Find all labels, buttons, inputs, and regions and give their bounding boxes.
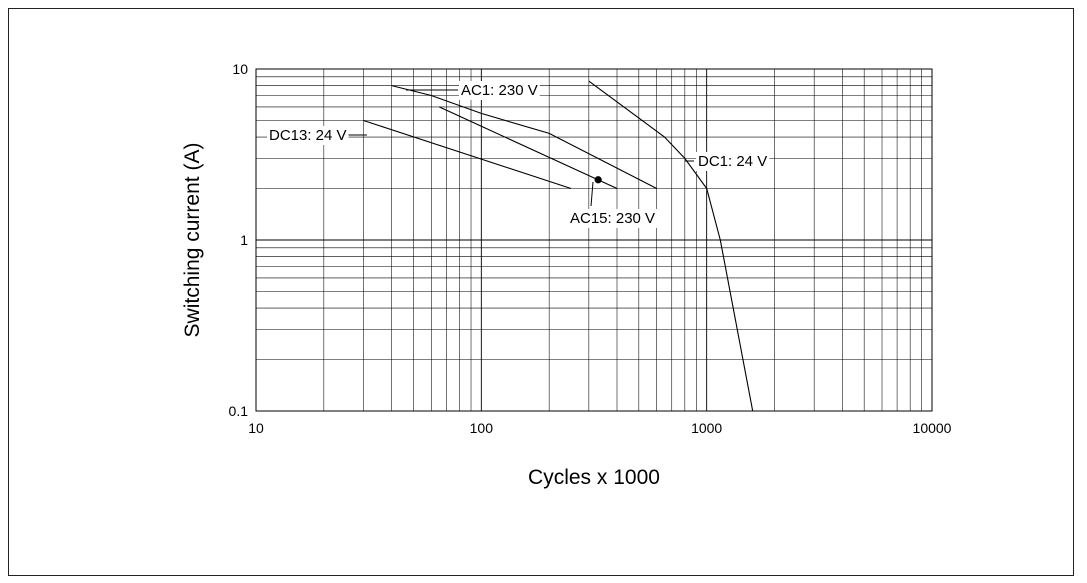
grid — [256, 69, 932, 411]
y-tick-label: 1 — [240, 232, 248, 248]
x-tick-label: 1000 — [691, 420, 722, 436]
x-tick-label: 100 — [470, 420, 494, 436]
plot-area — [255, 68, 933, 412]
y-tick-label: 0.1 — [229, 403, 249, 419]
tick-labels: 10 100 1000 10000 10 1 0.1 — [229, 61, 952, 436]
label-background — [459, 81, 540, 100]
label-leader — [590, 181, 594, 207]
label-background — [696, 152, 770, 171]
series-labels: AC1: 230 V DC13: 24 V AC15: 230 V DC1: 24 V — [267, 81, 770, 228]
series-group — [363, 80, 754, 412]
chart-panel: 10 100 1000 10000 10 1 0.1 AC1: 230 V DC13: 24 … — [8, 8, 1074, 576]
series-line-3 — [438, 106, 618, 189]
x-tick-label: 10000 — [913, 420, 952, 436]
series-marker-3 — [594, 176, 602, 184]
series-line-2 — [363, 119, 572, 190]
series-line-1 — [391, 85, 657, 189]
series-label-2: DC13: 24 V — [269, 127, 347, 144]
series-label-4: DC1: 24 V — [698, 153, 767, 170]
y-tick-label: 10 — [232, 61, 248, 77]
series-label-3: AC15: 230 V — [570, 210, 655, 227]
series-label-1: AC1: 230 V — [461, 82, 538, 99]
chart-svg: 10 100 1000 10000 10 1 0.1 AC1: 230 V DC13: 24 … — [181, 61, 952, 489]
label-background — [568, 209, 658, 228]
label-background — [267, 126, 349, 145]
y-axis-title: Switching current (A) — [181, 143, 204, 338]
series-line-4 — [588, 80, 754, 412]
x-axis-title: Cycles x 1000 — [528, 466, 660, 489]
x-tick-label: 10 — [248, 420, 264, 436]
